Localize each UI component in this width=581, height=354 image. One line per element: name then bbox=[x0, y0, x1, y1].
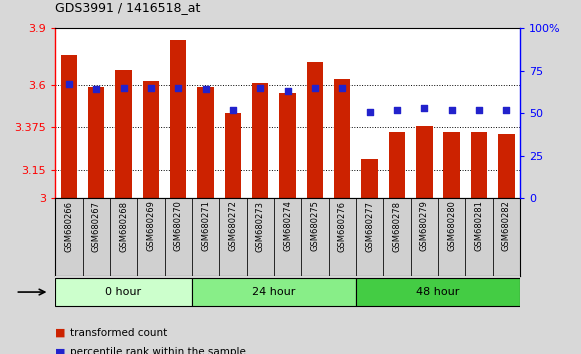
Text: ■: ■ bbox=[55, 328, 66, 338]
Point bbox=[392, 107, 401, 113]
Point bbox=[146, 85, 156, 91]
Bar bbox=[465, 198, 493, 276]
Bar bbox=[498, 134, 515, 198]
Bar bbox=[361, 159, 378, 198]
Text: GSM680272: GSM680272 bbox=[228, 201, 238, 251]
Bar bbox=[192, 278, 356, 306]
Text: GSM680271: GSM680271 bbox=[201, 201, 210, 251]
Point bbox=[92, 87, 101, 92]
Bar bbox=[143, 81, 159, 198]
Bar bbox=[307, 62, 323, 198]
Bar bbox=[356, 278, 520, 306]
Text: GSM680276: GSM680276 bbox=[338, 201, 347, 252]
Text: GSM680267: GSM680267 bbox=[92, 201, 101, 252]
Point bbox=[419, 105, 429, 111]
Bar bbox=[279, 92, 296, 198]
Bar bbox=[116, 70, 132, 198]
Text: GSM680274: GSM680274 bbox=[283, 201, 292, 251]
Point bbox=[501, 107, 511, 113]
Text: transformed count: transformed count bbox=[70, 328, 167, 338]
Bar bbox=[219, 198, 246, 276]
Text: 0 hour: 0 hour bbox=[106, 287, 142, 297]
Bar bbox=[252, 83, 268, 198]
Bar bbox=[274, 198, 302, 276]
Text: GSM680281: GSM680281 bbox=[475, 201, 483, 251]
Text: GSM680275: GSM680275 bbox=[310, 201, 320, 251]
Point bbox=[474, 107, 483, 113]
Text: GSM680266: GSM680266 bbox=[64, 201, 73, 252]
Bar bbox=[225, 113, 241, 198]
Bar bbox=[329, 198, 356, 276]
Point bbox=[256, 85, 265, 91]
Bar bbox=[110, 198, 137, 276]
Bar bbox=[383, 198, 411, 276]
Text: 24 hour: 24 hour bbox=[252, 287, 296, 297]
Bar bbox=[164, 198, 192, 276]
Bar bbox=[55, 278, 192, 306]
Text: percentile rank within the sample: percentile rank within the sample bbox=[70, 347, 246, 354]
Text: GSM680269: GSM680269 bbox=[146, 201, 155, 251]
Text: GSM680279: GSM680279 bbox=[420, 201, 429, 251]
Bar bbox=[411, 198, 438, 276]
Bar bbox=[356, 198, 383, 276]
Bar bbox=[198, 87, 214, 198]
Bar bbox=[389, 132, 405, 198]
Point bbox=[338, 85, 347, 91]
Point bbox=[310, 85, 320, 91]
Bar bbox=[302, 198, 329, 276]
Point bbox=[201, 87, 210, 92]
Bar bbox=[192, 198, 219, 276]
Text: GDS3991 / 1416518_at: GDS3991 / 1416518_at bbox=[55, 1, 200, 14]
Text: GSM680280: GSM680280 bbox=[447, 201, 456, 251]
Point bbox=[283, 88, 292, 94]
Text: GSM680268: GSM680268 bbox=[119, 201, 128, 252]
Bar bbox=[83, 198, 110, 276]
Bar bbox=[88, 87, 105, 198]
Point bbox=[447, 107, 456, 113]
Bar bbox=[471, 132, 487, 198]
Bar bbox=[170, 40, 187, 198]
Text: ■: ■ bbox=[55, 347, 66, 354]
Point bbox=[365, 109, 374, 114]
Point bbox=[64, 81, 74, 87]
Point bbox=[174, 85, 183, 91]
Text: 48 hour: 48 hour bbox=[416, 287, 460, 297]
Text: GSM680270: GSM680270 bbox=[174, 201, 183, 251]
Bar bbox=[438, 198, 465, 276]
Bar bbox=[334, 79, 350, 198]
Bar bbox=[443, 132, 460, 198]
Text: GSM680273: GSM680273 bbox=[256, 201, 265, 252]
Bar bbox=[60, 55, 77, 198]
Text: GSM680282: GSM680282 bbox=[502, 201, 511, 251]
Text: GSM680278: GSM680278 bbox=[392, 201, 401, 252]
Bar bbox=[55, 198, 83, 276]
Bar bbox=[137, 198, 164, 276]
Point bbox=[119, 85, 128, 91]
Point bbox=[228, 107, 238, 113]
Bar bbox=[493, 198, 520, 276]
Bar bbox=[416, 126, 432, 198]
Bar bbox=[246, 198, 274, 276]
Text: GSM680277: GSM680277 bbox=[365, 201, 374, 252]
